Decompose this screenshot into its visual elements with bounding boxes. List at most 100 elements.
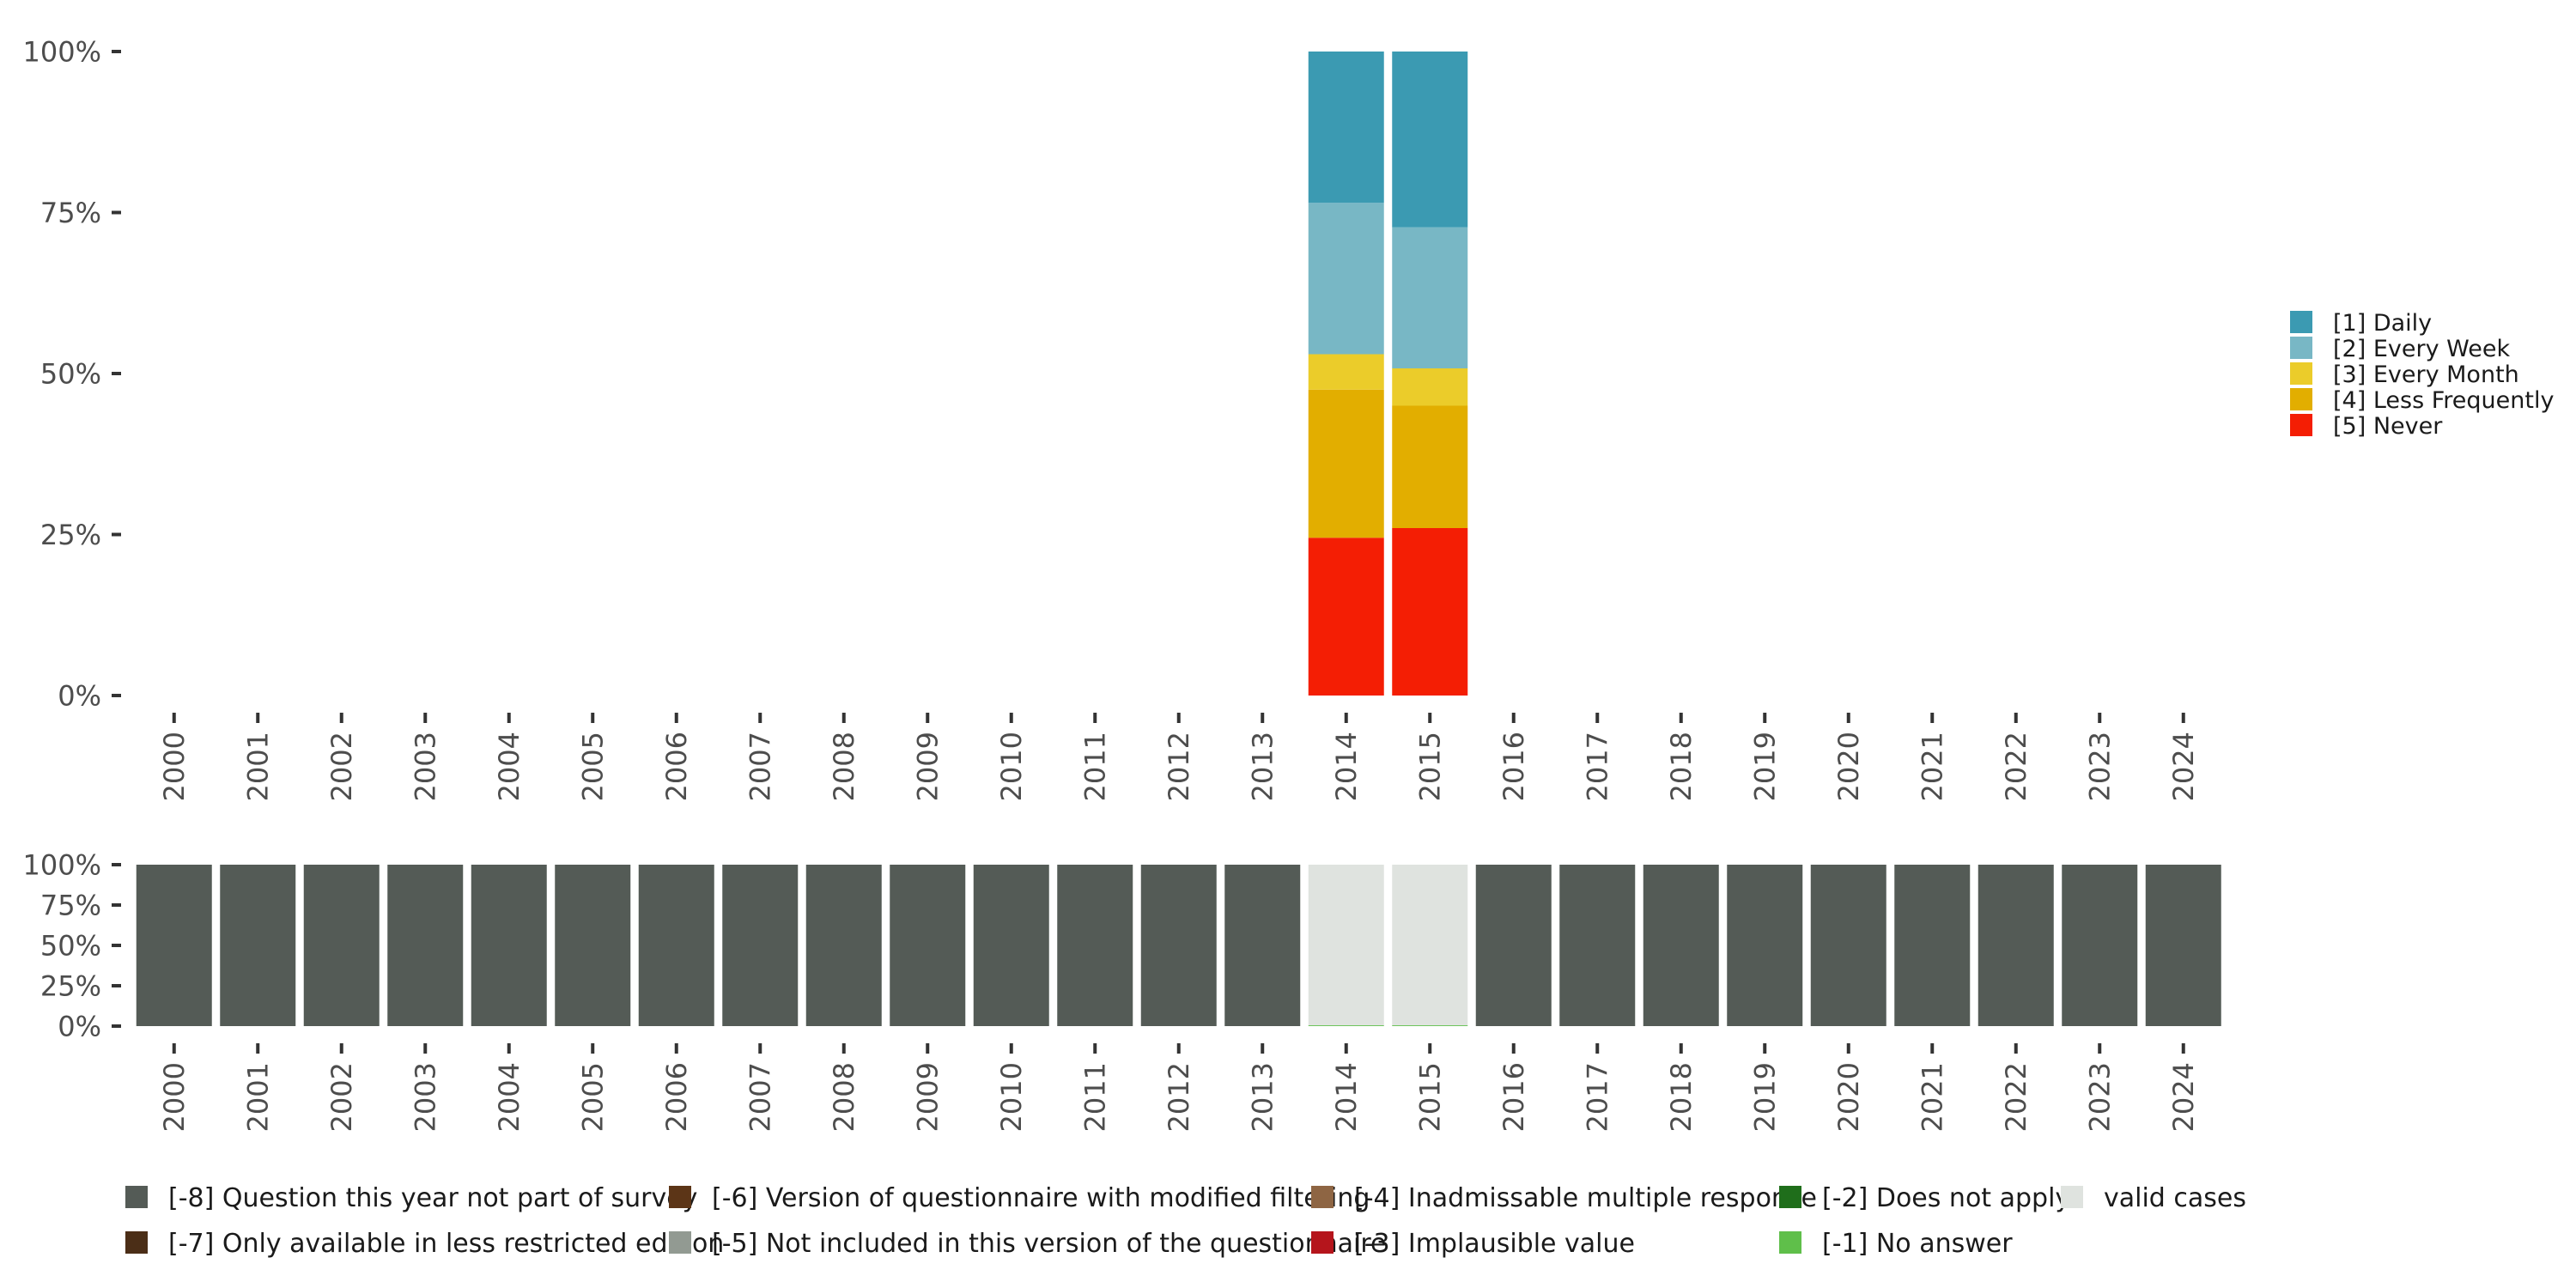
x-tick-label: 2000: [158, 1062, 191, 1132]
x-tick-label: 2004: [493, 732, 526, 801]
legend-swatch-1-daily: [2290, 311, 2312, 333]
top-panel: 0% 25% 50% 75% 100% 2000 2001 2002 2003 2004 2005 2…: [23, 36, 2200, 802]
bar-8-question-this-year-not-part-of-survey-2020: [1810, 865, 1886, 1026]
x-tick-label: 2008: [828, 1062, 860, 1132]
legend-swatch-2-does-not-apply: [1779, 1186, 1801, 1208]
bar-8-question-this-year-not-part-of-survey-2013: [1224, 865, 1301, 1026]
x-tick-label: 2012: [1163, 732, 1195, 801]
bar-5-never-2015: [1392, 528, 1468, 696]
bar-1-daily-2014: [1308, 52, 1384, 204]
x-tick-label: 2020: [1832, 1062, 1865, 1132]
bar-2-every-week-2014: [1308, 203, 1384, 355]
bar-8-question-this-year-not-part-of-survey-2004: [471, 865, 547, 1026]
bar-4-less-frequently-2015: [1392, 405, 1468, 528]
y-tick-label: 100%: [23, 849, 101, 882]
bar-2-every-week-2015: [1392, 227, 1468, 368]
legend-swatch-5-not-included-in-this-version-of-the-questionnaire: [669, 1231, 691, 1254]
bar-8-question-this-year-not-part-of-survey-2001: [220, 865, 296, 1026]
x-tick-label: 2018: [1665, 732, 1698, 801]
x-tick-label: 2009: [911, 732, 944, 801]
bottom-legend: [-8] Question this year not part of surv…: [125, 1183, 2246, 1259]
bar-1-daily-2015: [1392, 52, 1468, 228]
x-tick-label: 2001: [241, 1062, 274, 1132]
y-tick-label: 50%: [40, 358, 101, 391]
x-tick-label: 2007: [744, 1062, 776, 1132]
x-tick-label: 2021: [1916, 732, 1948, 801]
x-tick-label: 2019: [1748, 732, 1781, 801]
x-tick-label: 2013: [1246, 732, 1279, 801]
x-tick-label: 2014: [1330, 732, 1363, 801]
x-tick-label: 2003: [409, 732, 441, 801]
y-tick-label: 100%: [23, 36, 101, 69]
x-tick-label: 2006: [660, 1062, 693, 1132]
bar-8-question-this-year-not-part-of-survey-2018: [1643, 865, 1719, 1026]
bar-valid-cases-2015: [1392, 865, 1468, 1026]
legend-swatch-3-every-month: [2290, 362, 2312, 385]
x-tick-label: 2008: [828, 732, 860, 801]
legend-label-5-never: [5] Never: [2333, 413, 2443, 440]
x-tick-label: 2019: [1748, 1062, 1781, 1132]
y-tick-label: 75%: [40, 890, 101, 922]
legend-label-3-every-month: [3] Every Month: [2333, 361, 2519, 388]
x-tick-label: 2013: [1246, 1062, 1279, 1132]
bar-8-question-this-year-not-part-of-survey-2012: [1140, 865, 1217, 1026]
legend-swatch-7-only-available-in-less-restricted-edition: [125, 1231, 148, 1254]
legend-label-5-not-included-in-this-version-of-the-questionnaire: [-5] Not included in this version of the…: [712, 1229, 1387, 1259]
bar-8-question-this-year-not-part-of-survey-2011: [1057, 865, 1133, 1026]
bottom-panel: 0% 25% 50% 75% 100% 2000 2001 2002 2003 2004 2005 2…: [23, 849, 2221, 1132]
x-tick-label: 2018: [1665, 1062, 1698, 1132]
bar-1-no-answer-2015: [1392, 1025, 1468, 1026]
legend-swatch-6-version-of-questionnaire-with-modified-filtering: [669, 1186, 691, 1208]
bar-8-question-this-year-not-part-of-survey-2008: [805, 865, 882, 1026]
bar-valid-cases-2014: [1308, 865, 1384, 1026]
legend-label-1-no-answer: [-1] No answer: [1822, 1229, 2013, 1259]
bar-8-question-this-year-not-part-of-survey-2024: [2145, 865, 2221, 1026]
x-tick-label: 2023: [2083, 1062, 2116, 1132]
bar-8-question-this-year-not-part-of-survey-2022: [1978, 865, 2054, 1026]
legend-label-8-question-this-year-not-part-of-survey: [-8] Question this year not part of surv…: [168, 1183, 697, 1213]
y-tick-label: 25%: [40, 970, 101, 1003]
x-tick-label: 2024: [2167, 732, 2200, 801]
x-tick-label: 2001: [241, 732, 274, 801]
x-tick-label: 2020: [1832, 732, 1865, 801]
x-tick-label: 2002: [325, 732, 358, 801]
bar-4-less-frequently-2014: [1308, 389, 1384, 538]
y-tick-label: 50%: [40, 930, 101, 963]
bar-8-question-this-year-not-part-of-survey-2006: [638, 865, 714, 1026]
x-tick-label: 2010: [995, 1062, 1028, 1132]
legend-label-4-inadmissable-multiple-response: [-4] Inadmissable multiple response: [1354, 1183, 1817, 1213]
x-tick-label: 2011: [1078, 1062, 1111, 1132]
legend-swatch-3-implausible-value: [1311, 1231, 1334, 1254]
x-tick-label: 2017: [1581, 1062, 1613, 1132]
legend-swatch-valid-cases: [2061, 1186, 2083, 1208]
x-tick-label: 2015: [1413, 732, 1446, 801]
x-tick-label: 2022: [2000, 1062, 2032, 1132]
x-tick-label: 2024: [2167, 1062, 2200, 1132]
x-tick-label: 2009: [911, 1062, 944, 1132]
x-tick-label: 2010: [995, 732, 1028, 801]
legend-label-valid-cases: valid cases: [2104, 1183, 2246, 1213]
x-tick-label: 2016: [1498, 1062, 1530, 1132]
bar-8-question-this-year-not-part-of-survey-2005: [555, 865, 631, 1026]
x-tick-label: 2016: [1498, 732, 1530, 801]
x-tick-label: 2005: [576, 1062, 609, 1132]
x-tick-label: 2006: [660, 732, 693, 801]
bar-8-question-this-year-not-part-of-survey-2009: [890, 865, 966, 1026]
bar-1-no-answer-2014: [1308, 1025, 1384, 1026]
bar-8-question-this-year-not-part-of-survey-2019: [1727, 865, 1803, 1026]
legend-swatch-8-question-this-year-not-part-of-survey: [125, 1186, 148, 1208]
x-tick-label: 2003: [409, 1062, 441, 1132]
top-legend: [1] Daily[2] Every Week[3] Every Month[4…: [2290, 310, 2554, 440]
x-tick-label: 2012: [1163, 1062, 1195, 1132]
legend-swatch-1-no-answer: [1779, 1231, 1801, 1254]
y-tick-label: 25%: [40, 519, 101, 551]
legend-label-4-less-frequently: [4] Less Frequently: [2333, 387, 2554, 414]
x-tick-label: 2005: [576, 732, 609, 801]
bar-8-question-this-year-not-part-of-survey-2021: [1894, 865, 1971, 1026]
bar-3-every-month-2014: [1308, 354, 1384, 390]
legend-label-1-daily: [1] Daily: [2333, 310, 2432, 337]
bar-8-question-this-year-not-part-of-survey-2000: [136, 865, 212, 1026]
x-tick-label: 2011: [1078, 732, 1111, 801]
legend-label-7-only-available-in-less-restricted-edition: [-7] Only available in less restricted e…: [168, 1229, 724, 1259]
